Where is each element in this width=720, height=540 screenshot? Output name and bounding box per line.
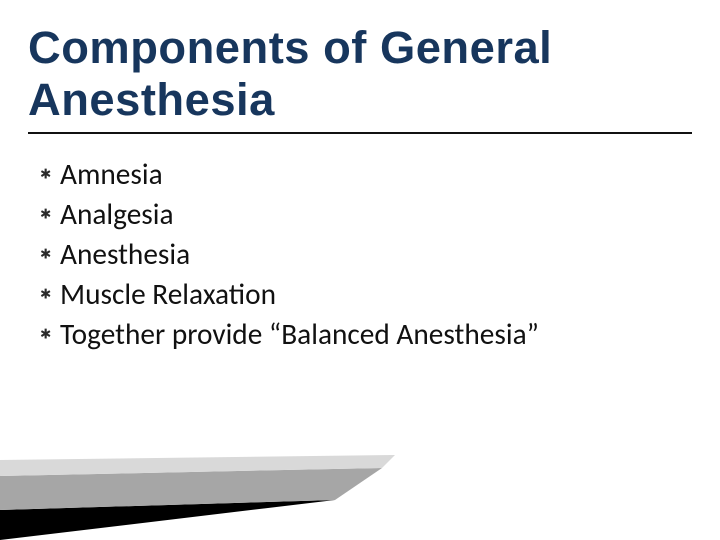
list-item: ✱ Muscle Relaxation [40, 276, 692, 312]
list-item-label: Together provide “Balanced Anesthesia” [60, 316, 539, 352]
title-underline [28, 132, 692, 134]
wedge-stripe [0, 468, 382, 510]
list-item: ✱ Analgesia [40, 196, 692, 232]
list-item-label: Amnesia [60, 156, 163, 192]
bullet-marker-icon: ✱ [40, 287, 51, 300]
list-item: ✱ Together provide “Balanced Anesthesia” [40, 316, 692, 352]
wedge-stripe [0, 500, 335, 540]
bullet-marker-icon: ✱ [40, 167, 51, 180]
list-item: ✱ Amnesia [40, 156, 692, 192]
bullet-marker-icon: ✱ [40, 247, 51, 260]
decorative-wedge [0, 380, 720, 540]
wedge-stripe [0, 455, 395, 476]
slide: Components of General Anesthesia ✱ Amnesi… [0, 0, 720, 540]
list-item-label: Analgesia [60, 196, 174, 232]
bullet-marker-icon: ✱ [40, 327, 51, 340]
list-item-label: Muscle Relaxation [60, 276, 276, 312]
bullet-list: ✱ Amnesia ✱ Analgesia ✱ Anesthesia ✱ Muscle Rel… [28, 156, 692, 352]
slide-title: Components of General Anesthesia [28, 22, 692, 126]
list-item: ✱ Anesthesia [40, 236, 692, 272]
bullet-marker-icon: ✱ [40, 207, 51, 220]
list-item-label: Anesthesia [60, 236, 190, 272]
